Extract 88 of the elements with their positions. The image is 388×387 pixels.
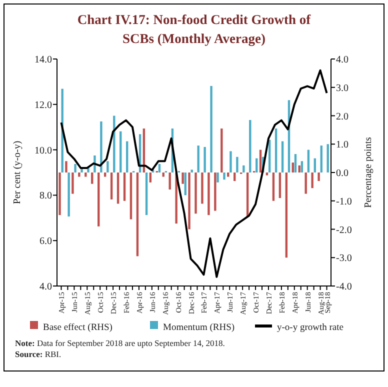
bar <box>298 165 300 172</box>
y2-tick-label: 4.0 <box>336 54 348 66</box>
bar <box>285 172 288 258</box>
bar <box>274 128 278 172</box>
bar <box>292 162 294 172</box>
bar <box>98 172 100 226</box>
bar <box>184 172 186 196</box>
bar <box>266 172 268 176</box>
y-axis-title: Per cent (y-o-y) <box>12 140 23 204</box>
bar <box>74 164 76 172</box>
bar <box>272 172 275 201</box>
bar <box>307 150 310 172</box>
bar <box>190 170 193 172</box>
bar <box>311 172 314 188</box>
bar <box>130 172 132 220</box>
bar <box>227 172 230 177</box>
bar <box>110 172 113 200</box>
bar <box>234 172 236 182</box>
bar <box>304 172 307 194</box>
bar <box>145 172 148 216</box>
y2-tick-label: -3.0 <box>336 253 352 264</box>
y-tick-label: 14.0 <box>34 54 52 66</box>
bar <box>168 172 171 190</box>
bar <box>65 161 68 172</box>
y2-tick-label: 2.0 <box>336 111 348 122</box>
bar <box>320 146 322 172</box>
y2-tick-label: -4.0 <box>336 282 352 292</box>
bar <box>126 141 128 172</box>
legend-label: Momentum (RHS) <box>163 323 235 333</box>
chart-title: Chart IV.17: Non-food Credit Growth of SCBs (Monthly Average) <box>77 12 312 46</box>
bar <box>256 158 258 172</box>
legend-label: Base effect (RHS) <box>43 323 112 333</box>
bar <box>201 172 204 204</box>
legend-label: y-o-y growth rate <box>277 323 344 333</box>
bar <box>116 172 120 204</box>
bar <box>61 88 64 172</box>
bar <box>223 172 226 180</box>
y2-tick-label: -2.0 <box>336 224 352 236</box>
bar <box>197 146 200 172</box>
bar <box>100 121 102 172</box>
y2-axis-title: Percentage points <box>363 136 374 208</box>
y2-tick-label: -1.0 <box>336 196 352 208</box>
bar <box>162 172 164 177</box>
y-tick-label: 10.0 <box>34 145 52 156</box>
source-note: Source: RBI. <box>15 349 62 359</box>
bar <box>123 172 126 201</box>
bar <box>318 172 320 182</box>
bar <box>326 144 329 172</box>
y-tick-label: 12.0 <box>34 100 52 111</box>
y2-tick-label: 1.0 <box>336 140 348 151</box>
bar <box>106 161 109 172</box>
text: Note: Data for September 2018 are upto September 14, 2018. <box>15 338 225 348</box>
bar <box>210 86 212 172</box>
bar <box>182 172 184 184</box>
bar <box>158 164 161 172</box>
bar <box>249 120 252 172</box>
bar <box>194 172 197 214</box>
bar <box>208 172 210 216</box>
line-series <box>60 69 328 278</box>
bar <box>294 154 297 172</box>
bar <box>236 156 238 172</box>
y-tick-label: 8.0 <box>40 190 52 202</box>
bar <box>120 131 122 172</box>
bar <box>136 172 139 256</box>
bar <box>220 128 223 172</box>
bar <box>58 172 61 216</box>
bar <box>149 172 152 182</box>
bar <box>230 151 232 172</box>
y-tick-label: 6.0 <box>40 236 52 248</box>
bar <box>68 172 70 216</box>
bar <box>278 172 282 198</box>
bar <box>314 158 316 172</box>
bar <box>281 141 284 172</box>
bar <box>259 150 262 172</box>
y2-tick-label: 0.0 <box>336 168 348 179</box>
bar <box>78 172 80 177</box>
bar <box>300 161 304 172</box>
bar <box>188 172 190 230</box>
y2-tick-label: 3.0 <box>336 82 348 94</box>
bar <box>216 172 219 182</box>
bar <box>72 172 74 194</box>
bar <box>104 172 106 177</box>
bar <box>91 172 94 184</box>
bar <box>84 172 87 177</box>
y-tick-label: 4.0 <box>40 282 52 292</box>
bar <box>242 165 245 172</box>
bar <box>214 172 216 211</box>
bar <box>204 146 206 172</box>
